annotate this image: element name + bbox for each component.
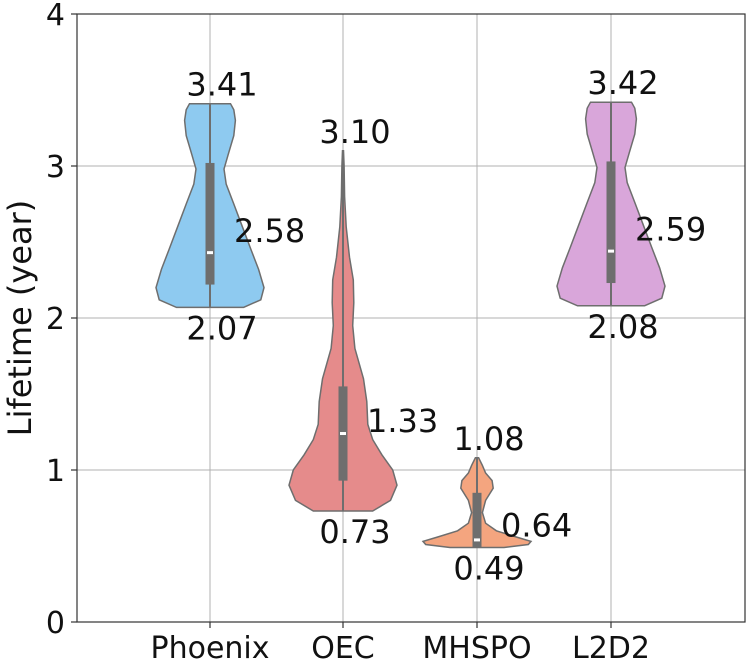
median-mhspo xyxy=(474,538,480,542)
min-label-l2d2: 2.08 xyxy=(587,308,658,346)
x-tick-label: OEC xyxy=(311,631,375,661)
min-label-mhspo: 0.49 xyxy=(453,550,524,588)
max-label-phoenix: 3.41 xyxy=(186,66,257,104)
y-tick-label: 1 xyxy=(46,454,65,489)
max-label-mhspo: 1.08 xyxy=(453,420,524,458)
min-label-phoenix: 2.07 xyxy=(186,309,257,347)
median-phoenix xyxy=(207,251,213,255)
mean-label-l2d2: 2.59 xyxy=(635,210,706,248)
iqr-box-mhspo xyxy=(472,492,482,548)
y-tick-label: 2 xyxy=(46,302,65,337)
min-label-oec: 0.73 xyxy=(319,513,390,551)
data-labels: 3.41 2.07 2.58 3.10 0.73 1.33 1.08 0.49 0.64 3.42… xyxy=(186,64,706,587)
plot-frame xyxy=(76,13,746,623)
y-tick-label: 4 xyxy=(46,0,65,33)
iqr-box-phoenix xyxy=(205,162,215,285)
axis-ticks: 0 1 2 3 4 Phoenix OEC MHSPO L2D2 xyxy=(46,0,650,661)
mean-label-mhspo: 0.64 xyxy=(501,507,572,545)
x-tick-label: Phoenix xyxy=(150,631,269,661)
x-tick-label: MHSPO xyxy=(422,631,531,661)
x-tick-label: L2D2 xyxy=(572,631,650,661)
violins xyxy=(155,101,666,549)
max-label-oec: 3.10 xyxy=(319,113,390,151)
y-tick-label: 3 xyxy=(46,150,65,185)
median-oec xyxy=(340,432,346,436)
median-l2d2 xyxy=(608,249,614,253)
mean-label-oec: 1.33 xyxy=(367,402,438,440)
y-tick-label: 0 xyxy=(46,606,65,641)
mean-label-phoenix: 2.58 xyxy=(234,212,305,250)
iqr-box-l2d2 xyxy=(606,161,616,284)
max-label-l2d2: 3.42 xyxy=(587,64,658,102)
y-axis-label: Lifetime (year) xyxy=(1,200,39,437)
